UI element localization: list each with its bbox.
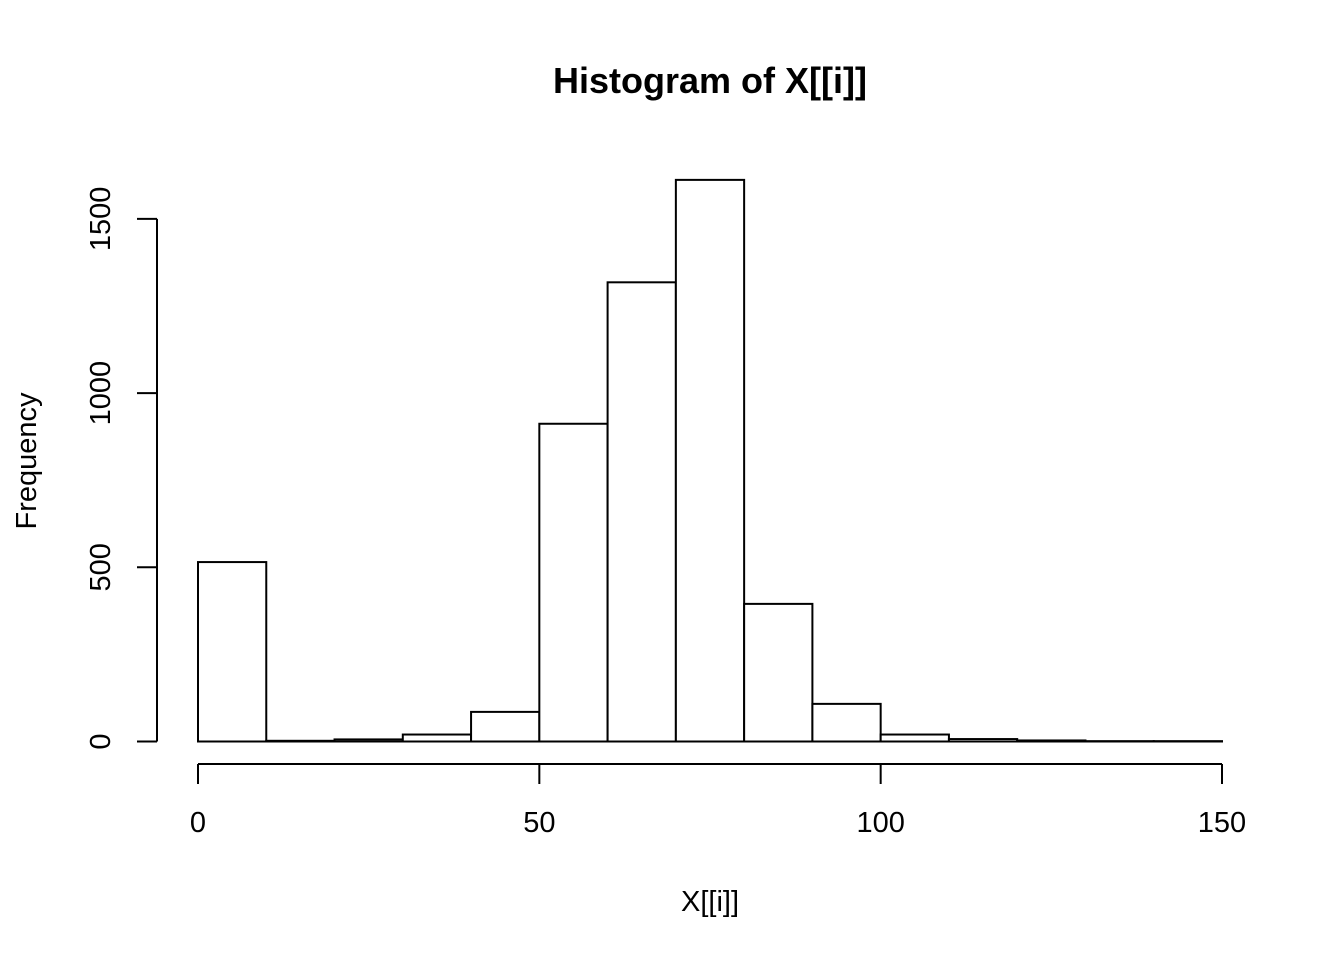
histogram-bar (198, 562, 266, 741)
x-tick-label: 100 (856, 807, 904, 839)
histogram-bar (812, 704, 880, 742)
histogram-bar (949, 739, 1017, 741)
histogram-bar (471, 712, 539, 742)
y-axis-title: Frequency (11, 392, 43, 530)
histogram-bar (608, 282, 676, 741)
histogram-bar (539, 424, 607, 742)
y-tick-label: 1000 (85, 361, 117, 426)
histogram-bar (1017, 740, 1085, 741)
y-tick-label: 0 (85, 733, 117, 749)
histogram-bar (744, 604, 812, 742)
x-tick-label: 50 (523, 807, 555, 839)
histogram-bar (881, 735, 949, 742)
chart-title: Histogram of X[[i]] (553, 60, 867, 101)
x-tick-label: 0 (190, 807, 206, 839)
histogram-bar (266, 741, 334, 742)
x-tick-label: 150 (1198, 807, 1246, 839)
x-axis-title: X[[i]] (681, 886, 739, 918)
histogram-bar (676, 180, 744, 742)
histogram-bar (403, 735, 471, 742)
histogram-bar (335, 739, 403, 741)
y-tick-label: 500 (85, 543, 117, 591)
y-tick-label: 1500 (85, 187, 117, 252)
